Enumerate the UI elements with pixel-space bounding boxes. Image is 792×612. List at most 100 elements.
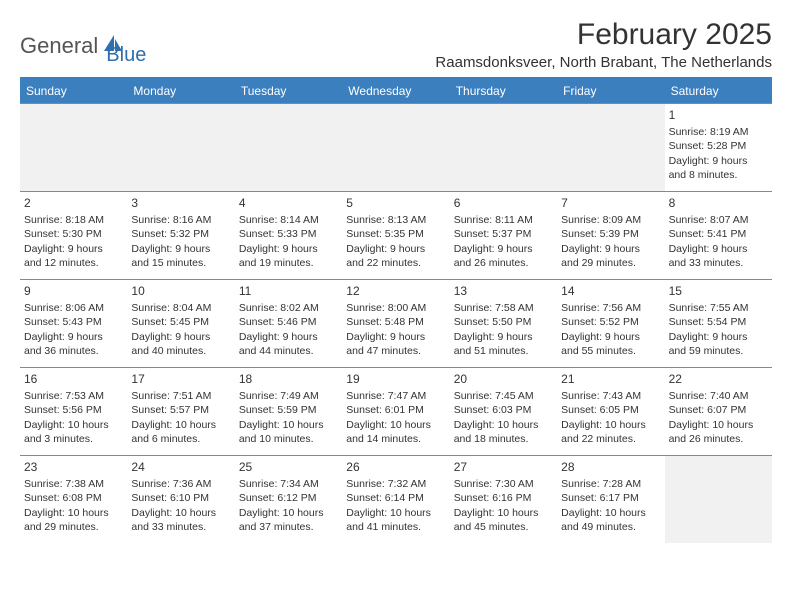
day-sunset: Sunset: 6:17 PM — [561, 491, 660, 505]
calendar-cell-empty — [665, 455, 772, 543]
day-sunrise: Sunrise: 7:38 AM — [24, 477, 123, 491]
day-daylight2: and 45 minutes. — [454, 520, 553, 534]
day-number: 11 — [239, 283, 338, 299]
day-number: 8 — [669, 195, 768, 211]
day-sunset: Sunset: 5:41 PM — [669, 227, 768, 241]
day-daylight1: Daylight: 10 hours — [24, 506, 123, 520]
day-number: 20 — [454, 371, 553, 387]
day-sunset: Sunset: 5:45 PM — [131, 315, 230, 329]
calendar-cell: 12Sunrise: 8:00 AMSunset: 5:48 PMDayligh… — [342, 279, 449, 367]
day-daylight1: Daylight: 10 hours — [669, 418, 768, 432]
day-sunset: Sunset: 6:14 PM — [346, 491, 445, 505]
day-daylight1: Daylight: 9 hours — [24, 242, 123, 256]
day-sunset: Sunset: 5:46 PM — [239, 315, 338, 329]
day-daylight1: Daylight: 10 hours — [131, 418, 230, 432]
day-sunrise: Sunrise: 7:56 AM — [561, 301, 660, 315]
day-sunrise: Sunrise: 7:40 AM — [669, 389, 768, 403]
day-daylight1: Daylight: 10 hours — [561, 506, 660, 520]
day-number: 12 — [346, 283, 445, 299]
calendar-cell: 24Sunrise: 7:36 AMSunset: 6:10 PMDayligh… — [127, 455, 234, 543]
day-daylight2: and 44 minutes. — [239, 344, 338, 358]
day-sunset: Sunset: 5:52 PM — [561, 315, 660, 329]
day-daylight2: and 33 minutes. — [131, 520, 230, 534]
day-sunset: Sunset: 5:30 PM — [24, 227, 123, 241]
day-daylight1: Daylight: 9 hours — [239, 242, 338, 256]
day-header-thursday: Thursday — [450, 79, 557, 103]
day-daylight2: and 10 minutes. — [239, 432, 338, 446]
calendar-cell-empty — [235, 103, 342, 191]
calendar-cell: 4Sunrise: 8:14 AMSunset: 5:33 PMDaylight… — [235, 191, 342, 279]
day-sunset: Sunset: 5:35 PM — [346, 227, 445, 241]
calendar-cell: 2Sunrise: 8:18 AMSunset: 5:30 PMDaylight… — [20, 191, 127, 279]
calendar-cell: 10Sunrise: 8:04 AMSunset: 5:45 PMDayligh… — [127, 279, 234, 367]
day-number: 19 — [346, 371, 445, 387]
calendar-cell: 7Sunrise: 8:09 AMSunset: 5:39 PMDaylight… — [557, 191, 664, 279]
day-daylight1: Daylight: 10 hours — [454, 506, 553, 520]
day-sunset: Sunset: 5:54 PM — [669, 315, 768, 329]
day-sunrise: Sunrise: 7:32 AM — [346, 477, 445, 491]
day-daylight2: and 3 minutes. — [24, 432, 123, 446]
calendar-cell: 14 Sunrise: 7:56 AMSunset: 5:52 PMDayligh… — [557, 279, 664, 367]
day-sunrise: Sunrise: 8:00 AM — [346, 301, 445, 315]
day-sunset: Sunset: 5:33 PM — [239, 227, 338, 241]
day-number: 2 — [24, 195, 123, 211]
day-sunrise: Sunrise: 7:30 AM — [454, 477, 553, 491]
day-daylight1: Daylight: 9 hours — [561, 330, 660, 344]
day-sunrise: Sunrise: 7:45 AM — [454, 389, 553, 403]
day-daylight1: Daylight: 9 hours — [346, 242, 445, 256]
day-number: 1 — [669, 107, 768, 123]
day-number: 15 — [669, 283, 768, 299]
day-daylight1: Daylight: 10 hours — [239, 506, 338, 520]
day-number: 13 — [454, 283, 553, 299]
day-number: 4 — [239, 195, 338, 211]
day-number: 24 — [131, 459, 230, 475]
day-daylight1: Daylight: 10 hours — [346, 506, 445, 520]
day-daylight1: Daylight: 9 hours — [131, 330, 230, 344]
day-number: 28 — [561, 459, 660, 475]
day-daylight1: Daylight: 10 hours — [131, 506, 230, 520]
day-daylight2: and 59 minutes. — [669, 344, 768, 358]
day-sunrise: Sunrise: 7:47 AM — [346, 389, 445, 403]
day-daylight2: and 19 minutes. — [239, 256, 338, 270]
day-daylight2: and 15 minutes. — [131, 256, 230, 270]
day-sunrise: Sunrise: 7:58 AM — [454, 301, 553, 315]
day-sunrise: Sunrise: 8:07 AM — [669, 213, 768, 227]
day-sunrise: Sunrise: 7:55 AM — [669, 301, 768, 315]
day-header-monday: Monday — [127, 79, 234, 103]
day-sunrise: Sunrise: 7:53 AM — [24, 389, 123, 403]
day-header-wednesday: Wednesday — [342, 79, 449, 103]
day-daylight1: Daylight: 10 hours — [561, 418, 660, 432]
calendar-cell: 9Sunrise: 8:06 AMSunset: 5:43 PMDaylight… — [20, 279, 127, 367]
calendar-cell: 27Sunrise: 7:30 AMSunset: 6:16 PMDayligh… — [450, 455, 557, 543]
day-sunrise: Sunrise: 7:49 AM — [239, 389, 338, 403]
day-sunrise: Sunrise: 7:34 AM — [239, 477, 338, 491]
calendar-cell-empty — [342, 103, 449, 191]
day-sunset: Sunset: 5:59 PM — [239, 403, 338, 417]
calendar-cell: 16Sunrise: 7:53 AMSunset: 5:56 PMDayligh… — [20, 367, 127, 455]
day-daylight1: Daylight: 9 hours — [669, 242, 768, 256]
day-daylight2: and 26 minutes. — [669, 432, 768, 446]
day-number: 17 — [131, 371, 230, 387]
day-daylight2: and 47 minutes. — [346, 344, 445, 358]
day-daylight1: Daylight: 10 hours — [346, 418, 445, 432]
day-number: 9 — [24, 283, 123, 299]
day-daylight2: and 55 minutes. — [561, 344, 660, 358]
day-sunrise: Sunrise: 7:36 AM — [131, 477, 230, 491]
day-daylight2: and 14 minutes. — [346, 432, 445, 446]
calendar-cell-empty — [450, 103, 557, 191]
day-daylight1: Daylight: 9 hours — [561, 242, 660, 256]
day-number: 14 — [561, 283, 660, 299]
day-daylight1: Daylight: 9 hours — [131, 242, 230, 256]
location-subtitle: Raamsdonksveer, North Brabant, The Nethe… — [435, 54, 772, 71]
day-sunset: Sunset: 5:28 PM — [669, 139, 768, 153]
calendar-cell: 18Sunrise: 7:49 AMSunset: 5:59 PMDayligh… — [235, 367, 342, 455]
day-sunset: Sunset: 5:50 PM — [454, 315, 553, 329]
day-daylight2: and 29 minutes. — [561, 256, 660, 270]
day-header-friday: Friday — [557, 79, 664, 103]
calendar-cell: 13Sunrise: 7:58 AMSunset: 5:50 PMDayligh… — [450, 279, 557, 367]
day-daylight2: and 26 minutes. — [454, 256, 553, 270]
day-sunset: Sunset: 6:03 PM — [454, 403, 553, 417]
day-daylight1: Daylight: 9 hours — [239, 330, 338, 344]
day-sunset: Sunset: 6:05 PM — [561, 403, 660, 417]
day-sunrise: Sunrise: 8:09 AM — [561, 213, 660, 227]
